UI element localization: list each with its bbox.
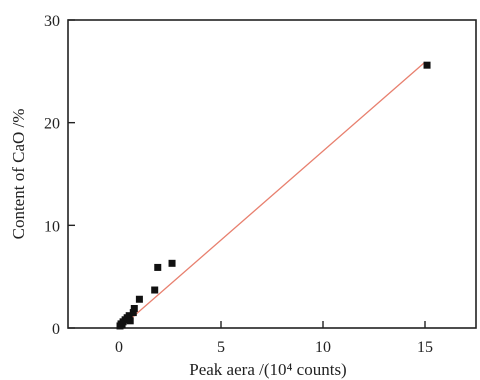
points-layer	[116, 61, 431, 330]
y-tick-label: 20	[44, 116, 60, 133]
data-point	[129, 309, 137, 317]
y-axis-label: Content of CaO /%	[9, 109, 28, 240]
data-point	[168, 259, 176, 267]
x-tick-label: 0	[115, 339, 123, 356]
data-point	[423, 61, 431, 69]
y-tick-label: 0	[52, 321, 60, 338]
x-tick-label: 10	[315, 339, 331, 356]
plot-frame	[67, 19, 477, 329]
fit-line	[118, 61, 426, 330]
y-tick-label: 10	[44, 218, 60, 235]
y-tick-label: 30	[44, 13, 60, 30]
x-axis-label: Peak aera /(10⁴ counts)	[189, 360, 346, 379]
data-point	[125, 312, 133, 320]
data-point	[126, 317, 134, 325]
x-tick-label: 15	[417, 339, 433, 356]
data-point	[135, 295, 143, 303]
ticks-layer: 0 5 10 15 0 10 20 30	[44, 13, 433, 356]
data-point	[130, 304, 138, 312]
data-point	[154, 263, 162, 271]
x-tick-label: 5	[217, 339, 225, 356]
data-point	[151, 286, 159, 294]
